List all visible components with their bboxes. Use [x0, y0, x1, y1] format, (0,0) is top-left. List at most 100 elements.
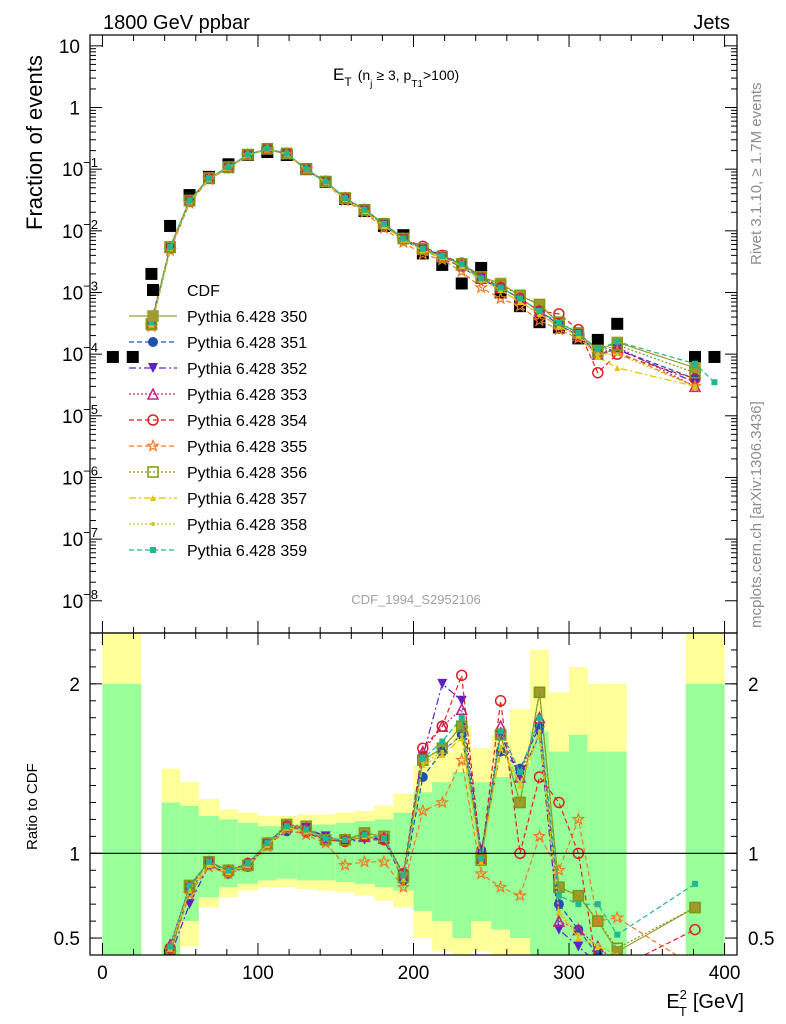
- cdf-point: [475, 261, 488, 274]
- ratio-point-355: [338, 857, 352, 872]
- ratio-point-354: [417, 742, 429, 754]
- main-point-359: [205, 174, 212, 181]
- ratio-point-356: [378, 830, 390, 843]
- ratio-point-358: [498, 744, 503, 749]
- main-point-359: [497, 284, 504, 291]
- ratio-point-359: [575, 901, 582, 908]
- ratio-point-357: [575, 935, 582, 942]
- main-point-354: [592, 366, 604, 379]
- cdf-point: [611, 317, 624, 330]
- ratio-point-359: [205, 858, 212, 865]
- ratio-point-351: [690, 967, 700, 977]
- main-point-359: [536, 308, 543, 315]
- x-tick-label: 0: [97, 963, 108, 984]
- main-point-355: [493, 291, 508, 305]
- ratio-point-358: [576, 932, 581, 937]
- main-point-359: [186, 197, 193, 204]
- ratio-point-355: [493, 879, 508, 894]
- legend-label: Pythia 6.428 357: [187, 491, 307, 508]
- ratio-point-358: [537, 729, 542, 734]
- ratio-series-359: [167, 714, 699, 950]
- cdf-point: [591, 333, 604, 346]
- main-point-359: [711, 379, 718, 386]
- ratio-band-green-8: [296, 824, 316, 881]
- ratio-point-355: [163, 945, 177, 955]
- main-y-tick-label: 10−1: [62, 155, 98, 181]
- header-right: Jets: [693, 12, 730, 34]
- ratio-band-green-15: [432, 782, 453, 922]
- watermark: CDF_1994_S2952106: [351, 592, 480, 607]
- main-y-tick-label: 1: [69, 99, 80, 120]
- main-point-355: [318, 175, 333, 189]
- ratio-point-359: [380, 835, 387, 842]
- x-tick-label: 200: [398, 963, 430, 984]
- main-point-359: [555, 319, 562, 326]
- main-point-357: [614, 364, 621, 371]
- x-tick-label: 400: [709, 963, 741, 984]
- main-point-356: [689, 366, 701, 379]
- legend-entry-353: Pythia 6.428 353: [129, 387, 307, 404]
- main-y-tick-label: 10−5: [62, 402, 98, 428]
- main-point-359: [458, 260, 465, 267]
- ratio-point-352: [690, 975, 700, 985]
- ratio-point-353: [455, 702, 468, 716]
- ratio-point-358: [595, 942, 600, 947]
- ratio-band-green-1: [161, 802, 181, 955]
- legend-entry-358: Pythia 6.428 358: [129, 517, 307, 534]
- main-point-358: [595, 352, 600, 357]
- legend: CDF Pythia 6.428 350 Pythia 6.428 351 Pythi…: [129, 283, 307, 560]
- main-y-tick-label: 10−8: [62, 587, 98, 613]
- cdf-point: [106, 350, 119, 363]
- ratio-point-355: [454, 752, 469, 767]
- ratio-point-355: [357, 854, 372, 868]
- ratio-point-355: [415, 803, 430, 817]
- main-point-353: [611, 340, 624, 353]
- ratio-point-359: [594, 901, 601, 908]
- main-point-359: [419, 245, 426, 252]
- legend-label: Pythia 6.428 354: [187, 413, 307, 430]
- main-point-356: [280, 147, 293, 160]
- main-y-tick-label: 10: [59, 37, 80, 58]
- ratio-point-359: [283, 823, 290, 830]
- ratio-point-358: [420, 761, 425, 766]
- ratio-point-353: [612, 958, 622, 968]
- ratio-point-355: [532, 829, 547, 843]
- ratio-point-355: [552, 863, 566, 877]
- legend-marker: [150, 547, 156, 553]
- ratio-point-359: [517, 768, 524, 775]
- main-point-359: [400, 235, 407, 242]
- legend-label: Pythia 6.428 353: [187, 387, 307, 404]
- main-series-359: [148, 145, 718, 386]
- main-point-359: [244, 151, 251, 158]
- main-y-tick-label: 10−4: [62, 340, 98, 366]
- ratio-point-359: [186, 882, 193, 889]
- ratio-point-352: [553, 924, 564, 935]
- main-point-359: [264, 145, 271, 152]
- legend-entry-350: Pythia 6.428 350: [129, 309, 307, 326]
- main-line-358: [150, 148, 696, 387]
- x-title-sup: 2: [680, 987, 687, 1002]
- main-point-358: [693, 384, 698, 389]
- main-point-357: [594, 353, 601, 360]
- ratio-point-355: [182, 886, 197, 900]
- ratio-series-layer: [163, 669, 701, 985]
- main-point-356: [261, 143, 274, 155]
- main-series-CDF: [106, 145, 721, 363]
- ratio-point-357: [692, 966, 698, 972]
- ratio-band-green-0: [102, 683, 142, 955]
- mcplots-label: mcplots.cern.ch [arXiv:1306.3436]: [748, 401, 765, 628]
- ratio-point-356: [397, 871, 410, 883]
- legend-marker: [147, 466, 159, 478]
- main-point-359: [692, 360, 699, 367]
- ratio-point-356: [455, 720, 468, 732]
- legend-label: Pythia 6.428 358: [187, 517, 307, 534]
- main-point-356: [436, 250, 449, 263]
- main-point-359: [517, 295, 524, 302]
- x-axis-title: E2 T [GeV]: [666, 987, 744, 1019]
- main-point-356: [222, 161, 235, 173]
- main-point-359: [148, 319, 155, 326]
- title-cond: ≥ 3, p: [376, 67, 411, 83]
- legend-entry-356: Pythia 6.428 356: [129, 465, 307, 482]
- ratio-point-359: [478, 855, 485, 862]
- main-point-359: [575, 330, 582, 337]
